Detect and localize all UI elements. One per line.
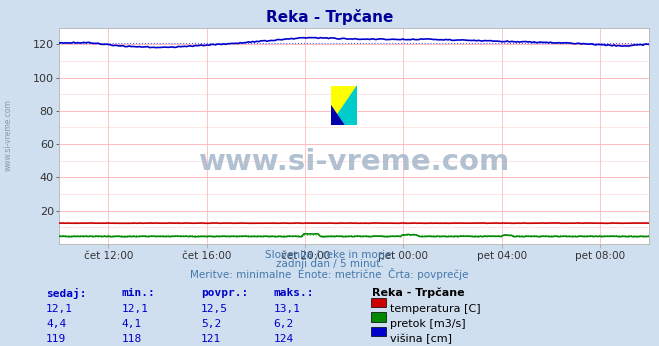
Text: pretok [m3/s]: pretok [m3/s] xyxy=(390,319,466,329)
Text: višina [cm]: višina [cm] xyxy=(390,334,452,344)
Text: 5,2: 5,2 xyxy=(201,319,221,329)
Text: Reka - Trpčane: Reka - Trpčane xyxy=(266,9,393,25)
Text: Meritve: minimalne  Enote: metrične  Črta: povprečje: Meritve: minimalne Enote: metrične Črta:… xyxy=(190,268,469,280)
Text: 12,1: 12,1 xyxy=(122,304,149,315)
Text: 124: 124 xyxy=(273,334,294,344)
Text: 119: 119 xyxy=(46,334,67,344)
Text: www.si-vreme.com: www.si-vreme.com xyxy=(3,99,13,171)
Text: zadnji dan / 5 minut.: zadnji dan / 5 minut. xyxy=(275,259,384,269)
Text: Reka - Trpčane: Reka - Trpčane xyxy=(372,288,465,298)
Text: Slovenija / reke in morje.: Slovenija / reke in morje. xyxy=(264,250,395,260)
Text: maks.:: maks.: xyxy=(273,288,314,298)
Text: 4,1: 4,1 xyxy=(122,319,142,329)
Text: 12,1: 12,1 xyxy=(46,304,73,315)
Text: 6,2: 6,2 xyxy=(273,319,294,329)
Text: min.:: min.: xyxy=(122,288,156,298)
Text: 121: 121 xyxy=(201,334,221,344)
Text: povpr.:: povpr.: xyxy=(201,288,248,298)
Text: 118: 118 xyxy=(122,334,142,344)
Text: sedaj:: sedaj: xyxy=(46,288,86,299)
Text: 13,1: 13,1 xyxy=(273,304,301,315)
Text: www.si-vreme.com: www.si-vreme.com xyxy=(198,148,510,176)
Text: temperatura [C]: temperatura [C] xyxy=(390,304,481,315)
Text: 4,4: 4,4 xyxy=(46,319,67,329)
Text: 12,5: 12,5 xyxy=(201,304,228,315)
